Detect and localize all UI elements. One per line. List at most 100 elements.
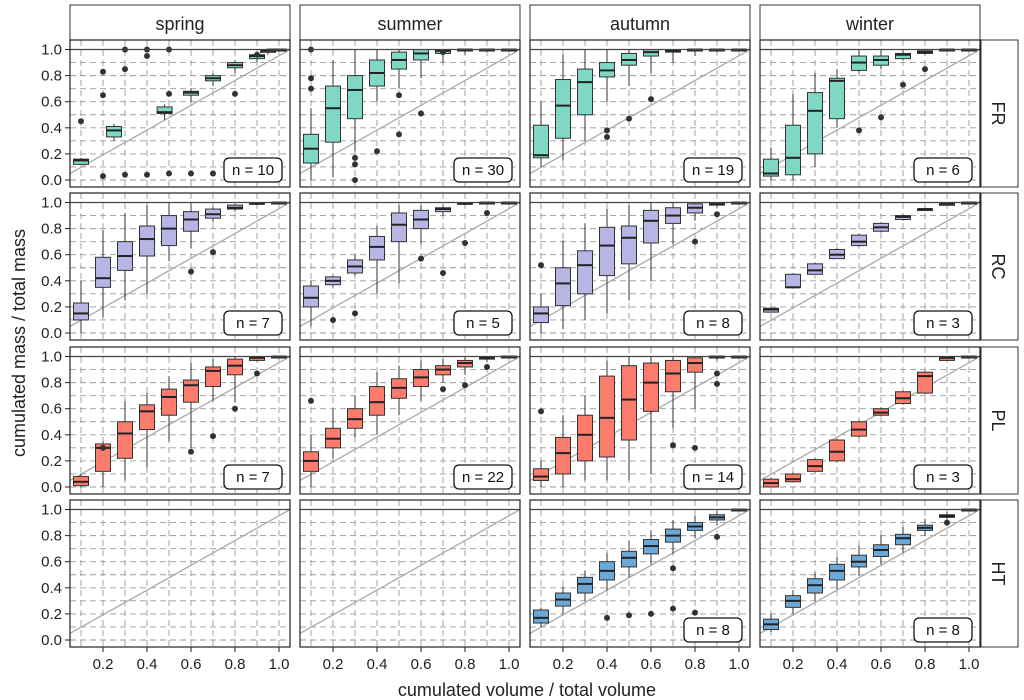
outlier-point <box>396 131 402 138</box>
outlier-point <box>418 110 424 117</box>
outlier-point <box>144 171 150 178</box>
outlier-point <box>440 49 446 56</box>
outlier-point <box>538 262 544 269</box>
outlier-point <box>352 310 358 317</box>
outlier-point <box>100 173 106 180</box>
panel-border <box>529 499 751 648</box>
box <box>183 211 199 232</box>
panel-background <box>70 500 290 647</box>
panel-border <box>529 192 751 341</box>
x-tick-label: 1.0 <box>729 656 750 673</box>
x-tick-label: 0.4 <box>137 656 158 673</box>
y-tick-label: 0.4 <box>41 427 62 444</box>
reference-line <box>299 201 521 328</box>
outlier-point <box>210 170 216 177</box>
n-label-box <box>223 464 283 490</box>
row-strip-FR <box>980 39 1019 188</box>
box <box>95 256 111 288</box>
outlier-point <box>352 161 358 168</box>
y-tick-label: 0.0 <box>41 172 62 189</box>
box <box>577 414 593 462</box>
panel-RC-autumn: n = 8 <box>529 192 751 341</box>
box <box>183 379 199 403</box>
x-tick-label: 0.4 <box>827 656 848 673</box>
panel-border <box>69 192 291 341</box>
reference-line <box>529 48 751 175</box>
panel-border <box>69 346 291 495</box>
panel-border <box>759 346 981 495</box>
outlier-point <box>166 90 172 97</box>
outlier-point <box>922 66 928 73</box>
box <box>73 158 89 165</box>
outlier-point <box>188 170 194 177</box>
outlier-point <box>144 53 150 60</box>
n-label-box <box>453 464 513 490</box>
panel-border <box>299 39 521 188</box>
outlier-point <box>626 115 632 122</box>
n-label-box <box>913 617 973 643</box>
outlier-point <box>122 171 128 178</box>
box <box>621 225 637 265</box>
y-tick-label: 1.0 <box>41 42 62 59</box>
n-label: n = 3 <box>926 315 960 332</box>
outlier-point <box>856 127 862 134</box>
x-tick-label: 0.2 <box>783 656 804 673</box>
outlier-point <box>538 408 544 415</box>
box <box>829 563 845 581</box>
outlier-point <box>648 610 654 617</box>
box <box>117 421 133 459</box>
outlier-point <box>900 81 906 88</box>
box <box>829 77 845 120</box>
box <box>785 273 801 288</box>
box <box>577 68 593 116</box>
box <box>156 106 173 114</box>
outlier-point <box>308 75 314 82</box>
outlier-point <box>670 605 676 612</box>
reference-line <box>299 355 521 482</box>
n-label-box <box>683 310 743 336</box>
n-label: n = 30 <box>462 162 504 179</box>
outlier-point <box>166 170 172 177</box>
box <box>621 365 637 441</box>
panel-border <box>759 39 981 188</box>
outlier-point <box>692 444 698 451</box>
box <box>161 215 177 247</box>
box <box>533 609 549 624</box>
y-tick-label: 0.4 <box>41 273 62 290</box>
n-label: n = 7 <box>236 469 270 486</box>
n-label-box <box>683 157 743 183</box>
row-strip-label: FR <box>988 102 1008 126</box>
y-tick-label: 1.0 <box>41 349 62 366</box>
outlier-point <box>374 148 380 155</box>
box <box>347 75 363 120</box>
panel-border <box>299 346 521 495</box>
box <box>895 52 911 60</box>
outlier-point <box>254 370 260 377</box>
outlier-point <box>626 612 632 619</box>
box <box>95 443 111 472</box>
panel-HT-winter: n = 8 0.2 0.4 0.6 0.8 1.0 <box>759 499 981 673</box>
x-tick-label: 0.6 <box>641 656 662 673</box>
n-label-box <box>913 464 973 490</box>
panel-HT-summer: 0.2 0.4 0.6 0.8 1.0 <box>299 499 521 673</box>
outlier-point <box>418 255 424 262</box>
box <box>555 436 571 475</box>
x-tick-label: 0.8 <box>685 656 706 673</box>
panel-FR-spring: n = 10 0.0 0.2 0.4 0.6 0.8 1.0 <box>41 39 291 189</box>
outlier-point <box>714 370 720 377</box>
box <box>139 225 155 257</box>
column-strip-summer <box>299 4 521 41</box>
outlier-point <box>692 238 698 245</box>
outlier-point <box>254 51 260 58</box>
outlier-point <box>484 209 490 216</box>
box <box>895 533 911 546</box>
x-tick-label: 0.4 <box>597 656 618 673</box>
panel-FR-winter: n = 6 <box>759 39 981 188</box>
panel-border <box>299 499 521 648</box>
panel-border <box>529 39 751 188</box>
n-label: n = 8 <box>696 622 730 639</box>
outlier-point <box>232 90 238 97</box>
panel-PL-spring: n = 7 0.0 0.2 0.4 0.6 0.8 1.0 <box>41 346 291 496</box>
box <box>303 285 319 308</box>
box <box>829 439 845 462</box>
